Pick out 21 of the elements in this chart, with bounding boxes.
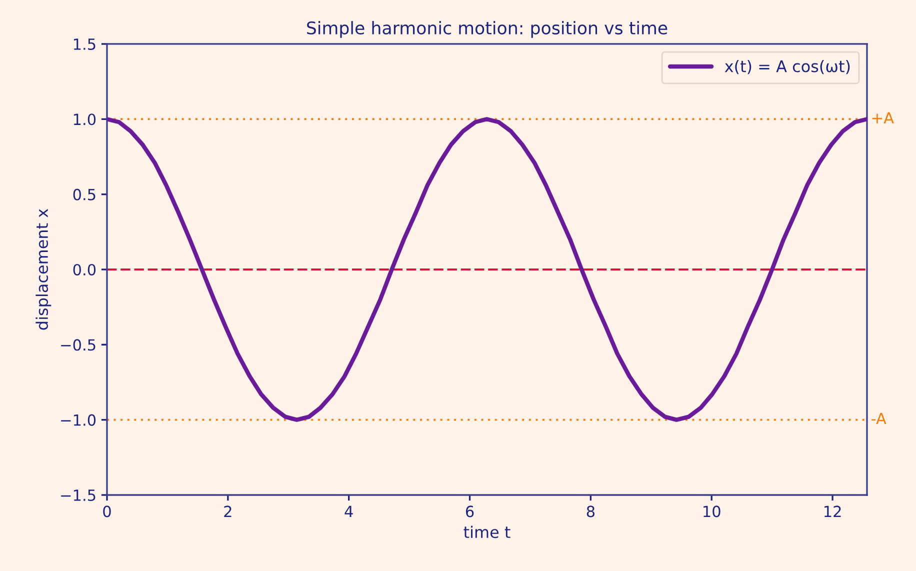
y-tick-label: 1.0 [74, 114, 96, 126]
ref-line-label: -A [872, 412, 886, 424]
y-tick-label: −0.5 [61, 339, 96, 351]
y-tick-label: 0.5 [73, 188, 96, 200]
x-tick-label: 10 [704, 506, 720, 518]
x-tick-label: 6 [466, 506, 474, 518]
x-tick-label: 12 [824, 506, 841, 518]
x-axis-title: time t [464, 526, 510, 538]
y-tick-label: 1.5 [74, 38, 96, 50]
x-tick-label: 2 [224, 506, 232, 518]
x-tick-label: 4 [344, 506, 353, 518]
y-axis-title: displacement x [36, 208, 52, 330]
x-tick-label: 8 [586, 506, 594, 518]
chart-title: Simple harmonic motion: position vs time [307, 21, 668, 38]
ref-line-label: +A [872, 112, 894, 124]
y-tick-label: 0.0 [73, 264, 96, 276]
legend-label: x(t) = A cos(ωt) [724, 60, 850, 74]
line-series [106, 117, 867, 422]
y-tick-label: −1.5 [61, 490, 96, 502]
x-tick-label: 0 [103, 506, 111, 518]
y-tick-label: −1.0 [61, 414, 96, 426]
